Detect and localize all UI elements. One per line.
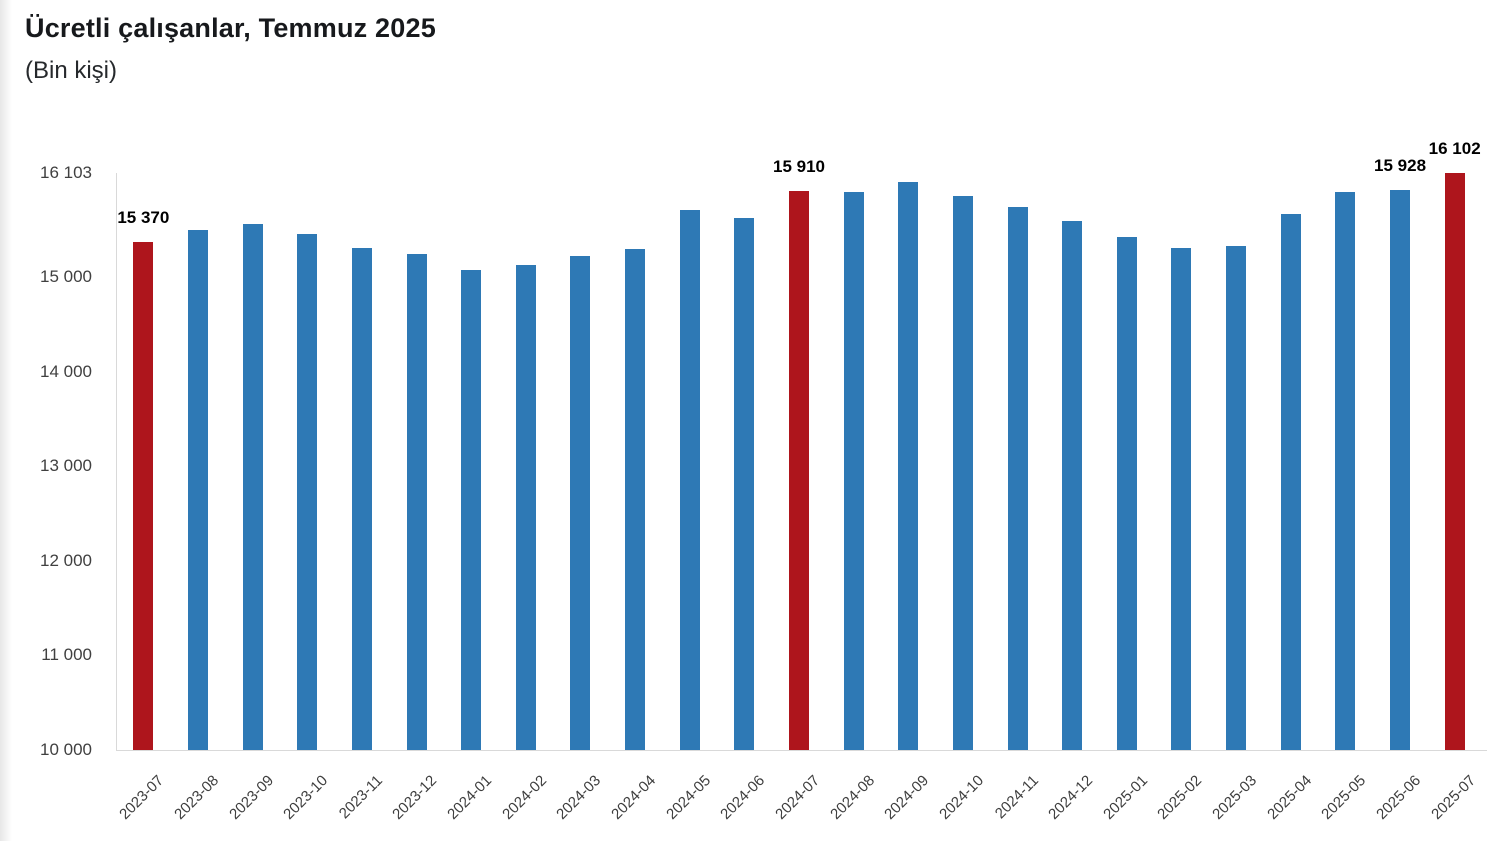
x-axis-tick-label: 2025-04	[1263, 772, 1315, 823]
x-axis-tick-label: 2023-12	[389, 772, 441, 823]
bar	[1280, 213, 1301, 750]
y-axis-tick-label: 12 000	[40, 550, 92, 570]
bar	[1007, 207, 1028, 750]
bar	[242, 224, 263, 750]
x-axis-tick-label: 2024-07	[772, 772, 824, 823]
bar	[1226, 246, 1247, 750]
bar-value-label: 15 910	[773, 157, 825, 177]
y-axis-tick-label: 14 000	[40, 361, 92, 381]
x-axis-tick-label: 2023-11	[335, 772, 386, 823]
x-axis-tick-label: 2024-04	[608, 772, 660, 823]
bar	[625, 249, 646, 750]
bar-highlighted	[1444, 173, 1465, 750]
bar	[461, 269, 482, 750]
bar	[351, 247, 372, 750]
y-axis-tick-label: 11 000	[41, 645, 92, 665]
bar	[843, 192, 864, 750]
bar	[570, 256, 591, 750]
bar	[187, 230, 208, 750]
x-axis-tick-label: 2025-03	[1209, 772, 1261, 823]
bar	[406, 254, 427, 750]
page-edge-shadow	[0, 0, 12, 841]
x-axis-tick-label: 2024-08	[826, 772, 878, 823]
x-axis-tick-label: 2024-10	[935, 772, 987, 823]
x-axis-tick-label: 2024-12	[1045, 772, 1097, 823]
chart-subtitle: (Bin kişi)	[25, 57, 118, 84]
bar	[1116, 237, 1137, 750]
bar	[297, 234, 318, 750]
x-axis-tick-label: 2024-11	[991, 772, 1042, 823]
x-axis-tick-label: 2024-01	[444, 772, 496, 823]
x-axis-tick-label: 2024-02	[498, 772, 550, 823]
bar	[679, 210, 700, 750]
x-axis-tick-label: 2023-09	[225, 772, 277, 823]
y-axis-line	[116, 173, 117, 750]
x-axis-tick-label: 2024-05	[662, 772, 714, 823]
bar-value-label: 16 102	[1428, 139, 1481, 159]
y-axis-tick-label: 10 000	[40, 740, 92, 759]
bar-value-label: 15 370	[117, 208, 170, 228]
bar	[898, 182, 919, 750]
y-axis-tick-label: 13 000	[40, 456, 92, 476]
x-axis-tick-label: 2025-07	[1427, 772, 1479, 823]
x-axis-tick-label: 2025-01	[1099, 772, 1151, 823]
x-axis-tick-label: 2023-07	[116, 772, 168, 823]
x-axis-tick-label: 2024-09	[881, 772, 933, 823]
bar	[952, 195, 973, 750]
bar	[1390, 189, 1411, 750]
x-axis-line	[116, 750, 1487, 751]
bar-value-label: 15 928	[1374, 155, 1427, 175]
bar	[1171, 248, 1192, 750]
bar	[734, 218, 755, 750]
x-axis-tick-label: 2024-06	[717, 772, 769, 823]
x-axis-tick-label: 2024-03	[553, 772, 605, 823]
bar-highlighted	[133, 242, 154, 750]
x-axis-tick-label: 2025-05	[1318, 772, 1370, 823]
bar	[515, 265, 536, 750]
bar	[1335, 191, 1356, 750]
x-axis-tick-label: 2025-06	[1373, 772, 1425, 823]
y-axis-tick-label: 15 000	[40, 267, 92, 287]
chart-title: Ücretli çalışanlar, Temmuz 2025	[25, 13, 436, 43]
bar	[1062, 221, 1083, 750]
y-axis-tick-label: 16 103	[40, 163, 92, 182]
x-axis-tick-label: 2023-10	[280, 772, 332, 823]
x-axis-tick-label: 2023-08	[171, 772, 222, 823]
bar-highlighted	[789, 191, 809, 750]
x-axis-tick-label: 2025-02	[1154, 772, 1206, 823]
